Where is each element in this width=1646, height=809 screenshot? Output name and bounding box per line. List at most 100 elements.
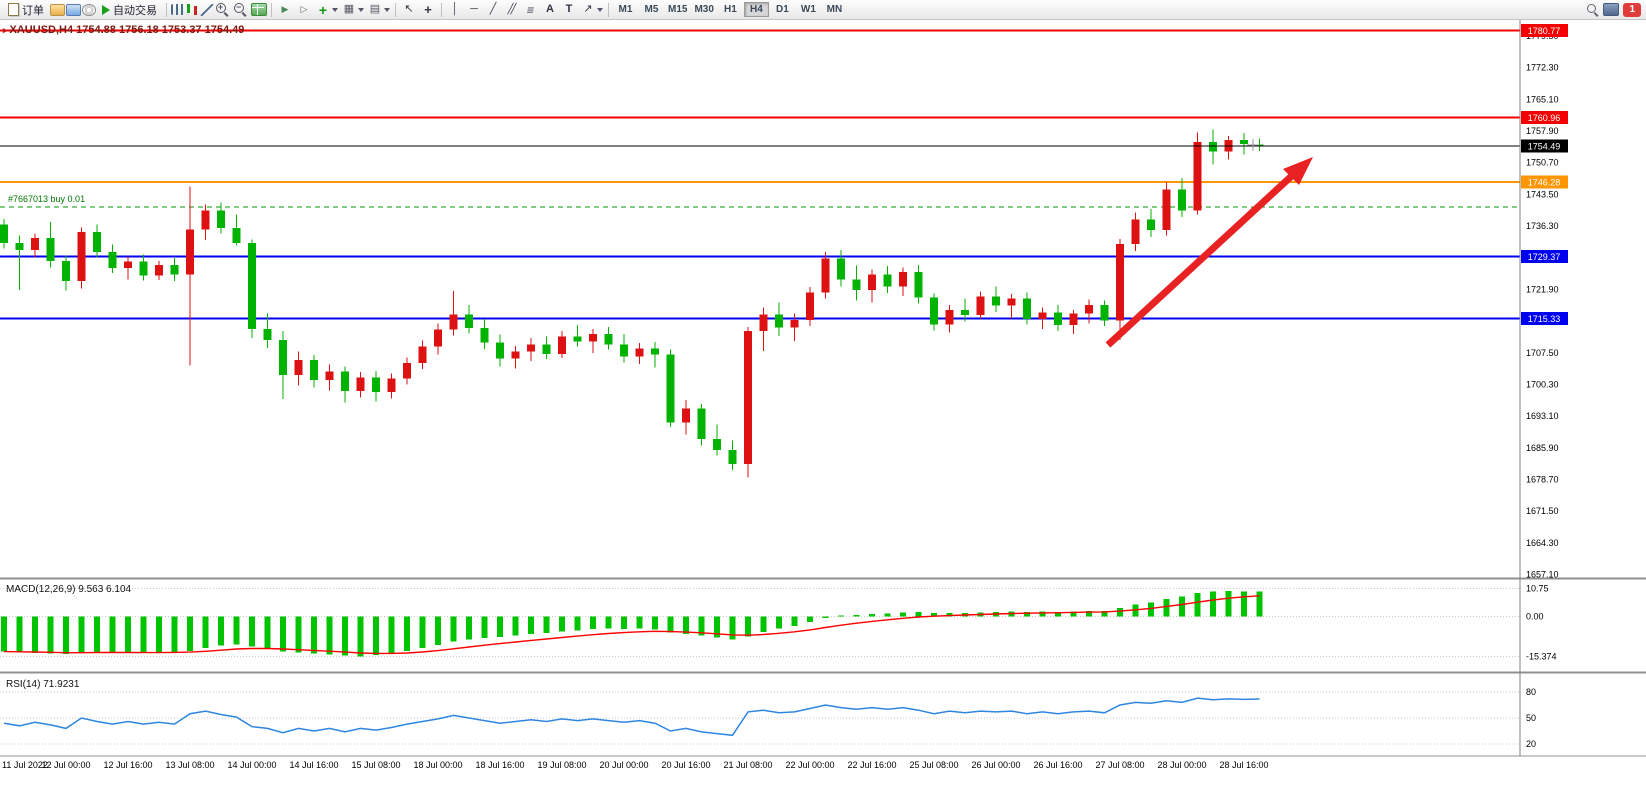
candle-body — [1178, 189, 1186, 211]
candle-body — [511, 351, 520, 359]
candle-body — [248, 243, 256, 329]
timeframe-m15-button[interactable]: M15 — [665, 2, 690, 17]
candle-body — [139, 261, 148, 276]
macd-bar — [1, 616, 7, 652]
pane-divider — [0, 577, 1646, 580]
time-label: 11 Jul 2022 — [2, 760, 48, 770]
templates-button[interactable] — [366, 2, 391, 17]
price-tick-label: 1685.90 — [1526, 443, 1559, 453]
candle-body — [914, 272, 923, 298]
macd-bar — [1086, 610, 1092, 617]
line-chart-icon[interactable] — [200, 3, 214, 16]
timeframe-d1-button[interactable]: D1 — [770, 2, 795, 17]
auto-scroll-icon[interactable] — [276, 2, 294, 17]
macd-bar — [1241, 591, 1247, 617]
chart-shift-icon[interactable] — [295, 2, 313, 17]
timeframe-w1-button[interactable]: W1 — [796, 2, 821, 17]
macd-bar — [1194, 592, 1201, 617]
trendline-tool-icon[interactable] — [484, 2, 502, 17]
templates-icon — [367, 2, 383, 17]
macd-bar — [605, 616, 612, 629]
macd-bar — [1039, 611, 1046, 617]
candle-body — [992, 296, 1000, 306]
candle-body — [46, 237, 55, 261]
periods-button[interactable] — [340, 2, 365, 17]
price-tick-label: 1707.50 — [1526, 348, 1559, 358]
tile-windows-icon[interactable] — [251, 3, 267, 16]
trend-arrow-shaft[interactable] — [1105, 169, 1299, 348]
macd-scale-label: -15.374 — [1526, 651, 1557, 661]
horizontal-line-tool-icon[interactable] — [465, 2, 483, 17]
notifications-icon[interactable] — [1603, 3, 1620, 16]
new-order-icon — [8, 3, 19, 16]
zoom-out-icon[interactable]: − — [233, 2, 250, 17]
indicators-button[interactable] — [314, 2, 339, 17]
notification-count-badge[interactable]: 1 — [1623, 2, 1641, 17]
macd-bar — [946, 613, 953, 617]
macd-signal-line — [3, 595, 1260, 655]
channel-tool-icon[interactable] — [503, 2, 521, 17]
candle-body — [217, 210, 225, 228]
auto-trading-button[interactable]: 自动交易 — [97, 2, 162, 18]
shapes-button[interactable] — [579, 2, 604, 17]
profiles-icon[interactable] — [66, 3, 81, 16]
candle-body — [418, 346, 427, 363]
price-badge-bg — [1521, 111, 1568, 125]
candle-body — [1023, 298, 1031, 319]
candle-body — [852, 279, 861, 290]
cursor-tool-icon[interactable] — [400, 2, 418, 17]
macd-bar — [652, 616, 658, 630]
time-label: 27 Jul 08:00 — [1095, 760, 1144, 770]
vertical-line-tool-icon[interactable] — [446, 2, 464, 17]
macd-bar — [543, 616, 550, 634]
price-badge-bg — [1521, 139, 1568, 153]
market-watch-icon[interactable] — [82, 3, 96, 16]
new-order-button[interactable]: 订单 — [3, 2, 49, 18]
label-tool-icon[interactable]: T — [565, 3, 573, 15]
candle-body — [1131, 219, 1140, 245]
candle-body — [666, 354, 675, 423]
macd-bar — [63, 616, 69, 655]
candle-body — [372, 377, 380, 392]
zoom-in-icon[interactable]: + — [215, 2, 232, 17]
main-chart-plot[interactable] — [0, 18, 1520, 577]
hline-price-badge: 1715.33 — [1521, 311, 1568, 325]
buy-position-label: #7667013 buy 0.01 — [8, 194, 85, 204]
candle-body — [542, 344, 551, 355]
candle-body — [899, 272, 907, 287]
timeframe-h1-button[interactable]: H1 — [718, 2, 743, 17]
timeframe-m5-button[interactable]: M5 — [639, 2, 664, 17]
macd-bar — [357, 616, 364, 657]
candlestick-chart-icon[interactable] — [185, 3, 199, 16]
macd-bar — [280, 616, 286, 652]
new-chart-icon[interactable] — [50, 3, 65, 16]
ohlc-header: ▸ XAUUSD,H4 1754.88 1756.18 1753.37 1754.… — [3, 24, 244, 36]
rsi-label: RSI(14) 71.9231 — [6, 679, 80, 690]
crosshair-tool-icon[interactable] — [419, 2, 437, 17]
timeframe-m30-button[interactable]: M30 — [691, 2, 716, 17]
timeframe-h4-button[interactable]: H4 — [743, 2, 769, 17]
macd-bar — [853, 615, 860, 617]
hline-price-badge: 1746.28 — [1521, 175, 1568, 189]
timeframe-mn-button[interactable]: MN — [822, 2, 847, 17]
bar-chart-icon[interactable] — [171, 4, 184, 15]
macd-bar — [869, 614, 875, 617]
text-tool-icon[interactable]: A — [546, 3, 554, 15]
candle-body — [1038, 312, 1047, 319]
macd-bar — [559, 616, 565, 632]
search-icon[interactable] — [1585, 2, 1602, 17]
macd-bar — [698, 616, 705, 636]
auto-trading-label: 自动交易 — [113, 4, 157, 17]
macd-bar — [450, 616, 457, 642]
timeframe-m1-button[interactable]: M1 — [613, 2, 638, 17]
candle-body — [1193, 141, 1202, 211]
fibonacci-tool-icon[interactable] — [522, 2, 540, 17]
candle-body — [759, 314, 768, 332]
trend-arrow-head[interactable] — [1283, 157, 1313, 185]
price-badge-bg — [1521, 175, 1568, 189]
candle-body — [449, 314, 458, 330]
price-tick-label: 1757.90 — [1526, 126, 1559, 136]
macd-bar — [1163, 598, 1170, 617]
macd-scale-label: 10.75 — [1526, 584, 1549, 594]
